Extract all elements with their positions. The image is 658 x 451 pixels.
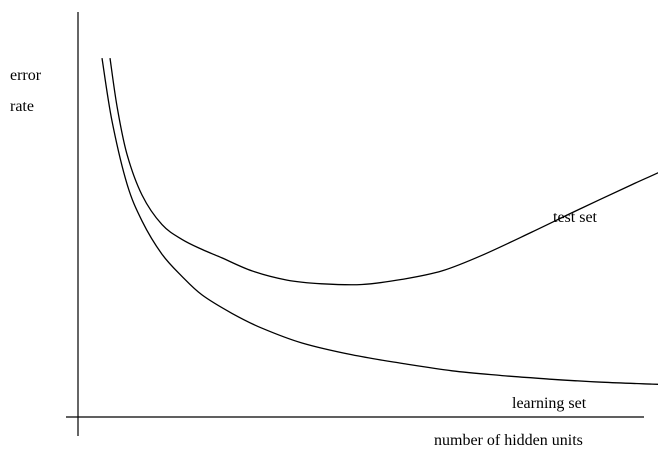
y-axis-label-line2: rate: [10, 98, 34, 115]
y-axis-label-line1: error: [10, 67, 42, 84]
test-set-label: test set: [553, 209, 598, 226]
test-set-curve: [109, 58, 658, 286]
learning-set-label: learning set: [512, 395, 587, 412]
x-axis-label: number of hidden units: [434, 432, 583, 449]
learning-set-curve: [101, 57, 658, 385]
